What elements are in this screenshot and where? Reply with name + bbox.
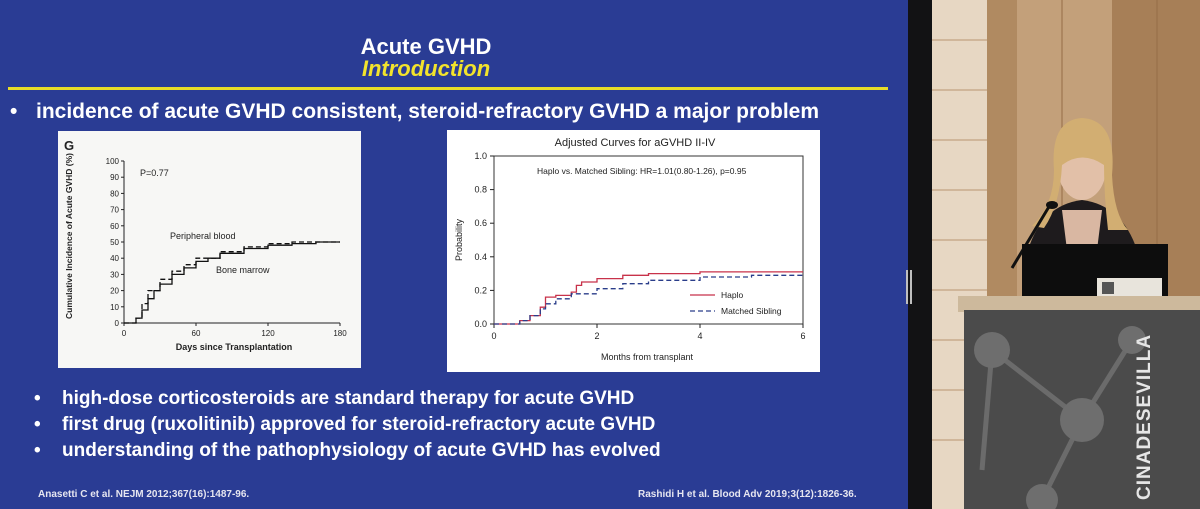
adjusted-curves-chart-panel: Adjusted Curves for aGVHD II-IV 0.0 0.2 0.… [447, 130, 820, 372]
bullet-glyph: • [10, 100, 18, 123]
panel-label: G [64, 138, 74, 153]
y-tick-label: 10 [110, 303, 119, 312]
resize-handle[interactable] [906, 270, 912, 304]
speaker-video-feed: CINADESEVILLA [932, 0, 1200, 509]
y-tick-label: 40 [110, 254, 119, 263]
y-tick-label: 20 [110, 287, 119, 296]
main-bullet: • incidence of acute GVHD consistent, ste… [10, 100, 819, 124]
y-tick-label: 50 [110, 238, 119, 247]
y-tick-label: 60 [110, 222, 119, 231]
hr-annotation: Haplo vs. Matched Sibling: HR=1.01(0.80-… [537, 166, 747, 176]
x-tick-label: 4 [697, 331, 702, 341]
y-axis-label: Cumulative Incidence of Acute GVHD (%) [64, 153, 74, 319]
x-axis-label: Months from transplant [601, 352, 694, 362]
y-tick-label: 0.4 [474, 252, 487, 262]
podium-text: CINADESEVILLA [1134, 334, 1155, 500]
reference-left: Anasetti C et al. NEJM 2012;367(16):1487… [38, 489, 250, 500]
series-line-peripheral-blood [124, 241, 340, 324]
presentation-slide: Acute GVHD Introduction • incidence of ac… [0, 0, 908, 509]
series-label-peripheral-blood: Peripheral blood [170, 231, 236, 241]
reference-right: Rashidi H et al. Blood Adv 2019;3(12):18… [638, 489, 857, 500]
title-underline [8, 87, 888, 90]
series-line-matched-sibling [494, 273, 804, 325]
x-axis-label: Days since Transplantation [176, 342, 293, 352]
y-tick-label: 1.0 [474, 151, 487, 161]
speaker-video-image: CINADESEVILLA [932, 0, 1200, 509]
y-tick-label: 90 [110, 173, 119, 182]
y-tick-label: 80 [110, 189, 119, 198]
y-axis-label: Probability [454, 218, 464, 261]
y-tick-label: 70 [110, 206, 119, 215]
y-tick-label: 0.2 [474, 285, 487, 295]
y-tick-label: 0.8 [474, 185, 487, 195]
legend-label-haplo: Haplo [721, 290, 743, 300]
main-bullet-text: incidence of acute GVHD consistent, ster… [36, 100, 820, 123]
y-tick-label: 0.0 [474, 319, 487, 329]
plot-frame [493, 155, 804, 325]
y-tick-label: 30 [110, 270, 119, 279]
x-tick-label: 0 [491, 331, 496, 341]
incidence-chart: G 0 10 20 30 40 50 60 70 80 90 100 0 60 120 180 P=0.77… [64, 138, 347, 352]
list-item: • high-dose corticosteroids are standard … [34, 388, 635, 409]
slide-subtitle: Introduction [361, 56, 491, 81]
x-tick-label: 0 [122, 329, 127, 338]
x-tick-label: 6 [800, 331, 805, 341]
list-item: • first drug (ruxolitinib) approved for s… [34, 414, 656, 435]
series-line-bone-marrow [124, 241, 340, 324]
series-line-haplo [494, 271, 803, 325]
y-tick-label: 100 [106, 157, 120, 166]
bullet-list: • high-dose corticosteroids are standard … [34, 388, 661, 466]
chart-title: Adjusted Curves for aGVHD II-IV [555, 137, 716, 149]
y-tick-label: 0.6 [474, 218, 487, 228]
x-tick-label: 60 [192, 329, 201, 338]
x-tick-label: 180 [333, 329, 347, 338]
p-value-annotation: P=0.77 [140, 168, 169, 178]
x-tick-label: 120 [261, 329, 275, 338]
adjusted-curves-chart: Adjusted Curves for aGVHD II-IV 0.0 0.2 0.… [454, 137, 806, 362]
incidence-chart-panel: G 0 10 20 30 40 50 60 70 80 90 100 0 60 120 180 P=0.77… [58, 131, 361, 368]
x-tick-label: 2 [594, 331, 599, 341]
y-tick-label: 0 [115, 319, 120, 328]
series-label-bone-marrow: Bone marrow [216, 265, 270, 275]
slide-title: Acute GVHD [360, 34, 492, 59]
list-item: • understanding of the pathophysiology of… [34, 440, 661, 461]
legend-label-matched-sibling: Matched Sibling [721, 306, 782, 316]
split-divider[interactable] [908, 0, 932, 509]
